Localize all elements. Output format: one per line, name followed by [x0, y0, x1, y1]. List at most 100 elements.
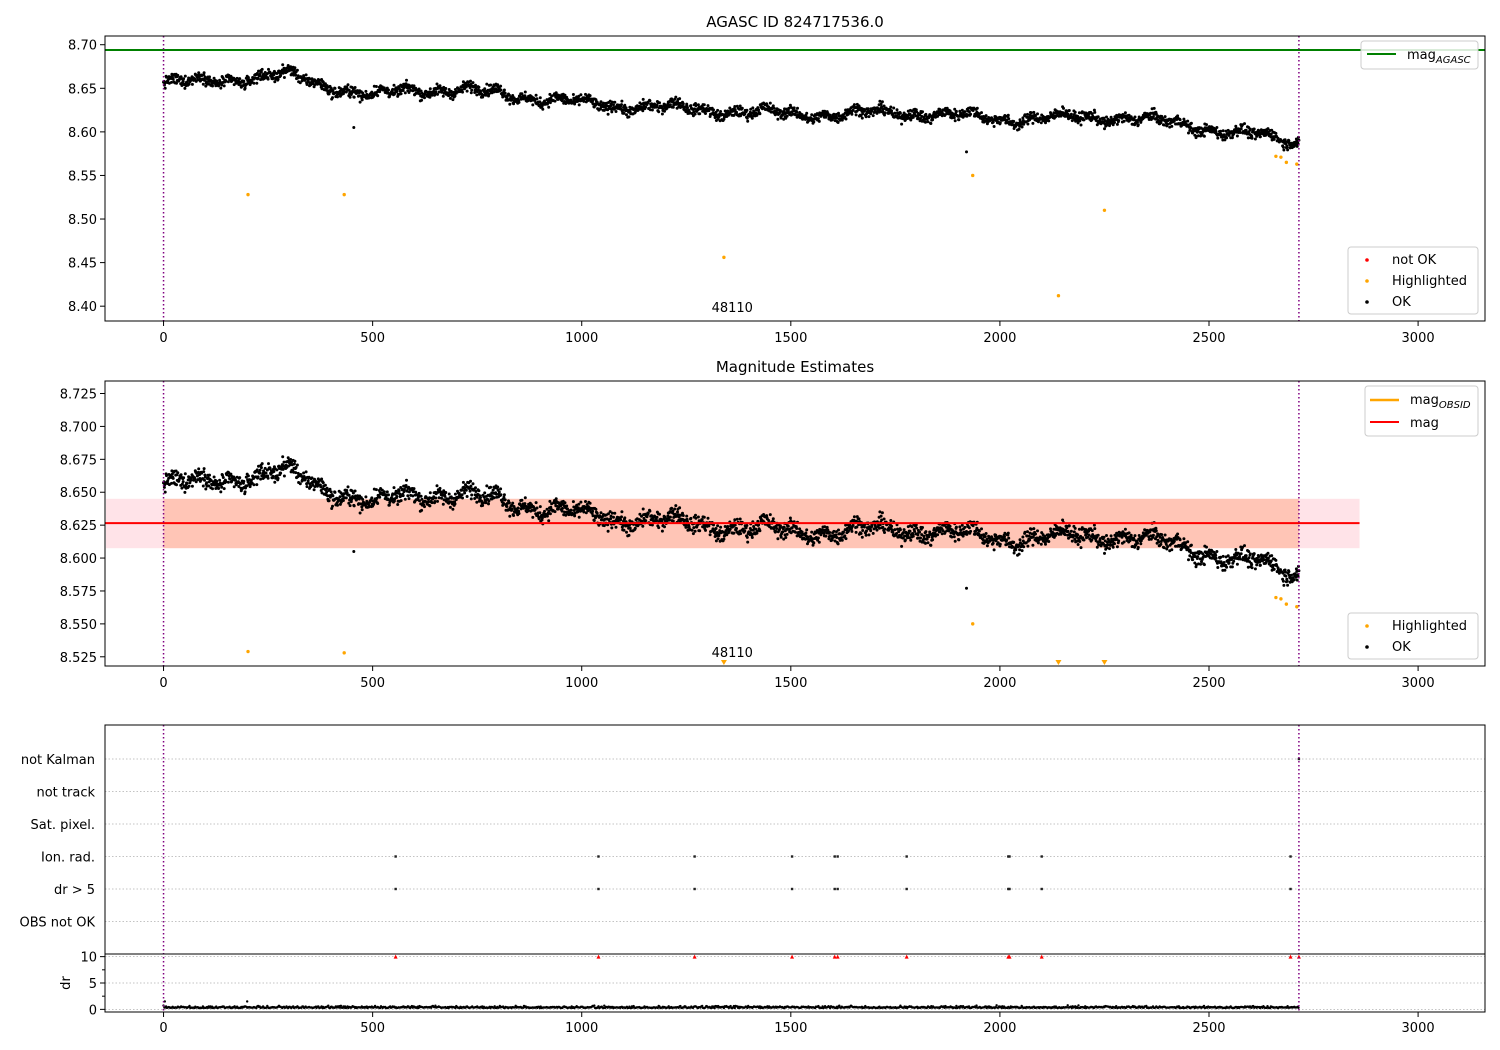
- ok-point: [704, 528, 707, 532]
- ok-point: [772, 106, 776, 110]
- ok-point: [510, 507, 514, 511]
- ok-point: [633, 526, 637, 530]
- ok-point: [1078, 540, 1082, 543]
- ok-point: [305, 485, 309, 489]
- ok-point: [399, 92, 403, 96]
- ok-point: [217, 486, 221, 490]
- ok-point: [785, 114, 789, 118]
- ok-point: [453, 502, 457, 506]
- ok-point: [451, 98, 455, 102]
- ok-point: [854, 113, 858, 117]
- ok-point: [948, 524, 952, 528]
- ok-point: [757, 108, 761, 112]
- ok-point: [740, 106, 744, 110]
- ok-point: [867, 115, 871, 119]
- ok-point: [507, 501, 511, 505]
- ok-point: [668, 103, 672, 107]
- ok-point: [940, 532, 944, 536]
- ok-point: [221, 77, 225, 80]
- ok-point: [221, 476, 225, 479]
- x-tick-label: 2000: [983, 331, 1016, 346]
- ok-point: [511, 94, 515, 97]
- ok-point: [1005, 538, 1009, 542]
- ok-point: [954, 109, 958, 113]
- ok-point: [864, 115, 868, 119]
- ok-point: [861, 112, 865, 116]
- ok-point: [732, 531, 736, 535]
- ok-point: [243, 86, 247, 90]
- ok-point: [323, 483, 327, 487]
- ok-point: [919, 536, 922, 540]
- ok-point: [190, 82, 194, 86]
- ok-point: [850, 112, 854, 116]
- ok-point: [1020, 125, 1024, 129]
- ok-point: [1272, 137, 1276, 141]
- ok-point: [348, 504, 352, 508]
- ok-point: [1154, 112, 1158, 116]
- ok-point: [358, 511, 362, 515]
- ok-point: [444, 491, 448, 494]
- ok-point: [1069, 529, 1073, 533]
- ok-point: [403, 91, 407, 95]
- ok-point: [835, 116, 839, 120]
- ok-point: [405, 478, 408, 482]
- ok-point: [745, 524, 749, 527]
- ok-point: [437, 496, 441, 500]
- ok-point: [879, 514, 883, 518]
- ok-point: [1021, 116, 1025, 120]
- ok-point: [852, 515, 856, 519]
- ok-point: [222, 487, 226, 491]
- highlighted-point: [1056, 294, 1061, 298]
- ok-point: [984, 532, 988, 535]
- ok-point: [483, 87, 487, 91]
- ok-point: [469, 497, 473, 501]
- ok-point: [481, 504, 485, 507]
- ok-point: [1039, 542, 1043, 546]
- ok-point: [924, 120, 927, 124]
- ok-point: [440, 496, 444, 500]
- ok-point: [862, 525, 866, 529]
- ok-point: [702, 103, 706, 107]
- ok-point: [534, 93, 538, 97]
- ok-point: [865, 529, 868, 533]
- ok-point: [924, 530, 928, 534]
- ok-point: [165, 75, 168, 79]
- ok-point: [399, 499, 403, 503]
- ok-point: [921, 526, 924, 529]
- ok-point: [864, 533, 868, 537]
- ok-point: [222, 84, 226, 88]
- ok-point: [714, 527, 718, 530]
- ok-point: [670, 506, 674, 510]
- ok-point: [215, 479, 219, 483]
- ok-point: [1258, 135, 1262, 139]
- ok-point: [771, 104, 775, 108]
- ok-point: [183, 490, 187, 494]
- ok-point: [414, 490, 418, 494]
- ok-point: [387, 88, 390, 92]
- ok-point: [792, 106, 796, 110]
- ok-point: [171, 77, 175, 81]
- ok-point: [434, 90, 438, 94]
- ok-point: [1176, 114, 1180, 118]
- ok-point: [484, 93, 488, 97]
- ok-point: [810, 113, 814, 117]
- ok-point: [1032, 527, 1036, 531]
- ok-point: [926, 120, 930, 124]
- ok-point: [190, 484, 194, 488]
- ok-point: [336, 95, 339, 99]
- ok-point: [226, 480, 230, 484]
- x-tick-label: 2500: [1192, 331, 1225, 346]
- ok-point: [641, 507, 645, 511]
- ok-point: [952, 116, 956, 120]
- ok-point: [320, 477, 324, 481]
- ok-point: [985, 544, 989, 548]
- ok-point: [916, 533, 920, 537]
- ok-point: [1063, 533, 1067, 537]
- ok-point: [185, 81, 189, 84]
- ok-point: [181, 480, 185, 484]
- ok-point: [692, 110, 696, 114]
- ok-point: [620, 515, 623, 519]
- ok-point: [485, 484, 489, 488]
- ok-point: [405, 78, 408, 82]
- ok-point: [671, 519, 675, 523]
